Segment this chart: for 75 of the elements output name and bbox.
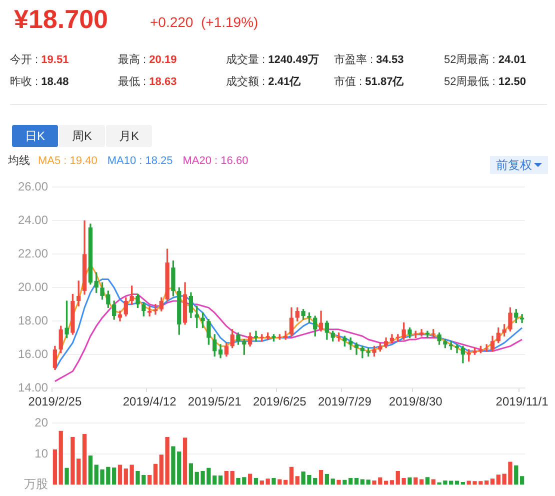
x-tick-label: 2019/4/12 (122, 394, 177, 409)
bar (147, 474, 152, 485)
bar (88, 456, 92, 485)
bar (289, 466, 294, 485)
x-tick-label: 2019/8/30 (388, 394, 443, 409)
text: 前复权 (490, 156, 548, 174)
y-axis-title: 万股 (24, 477, 48, 492)
x-tick-label: 2019/6/25 (252, 394, 307, 409)
x-tick-label: 2019/2/25 (28, 394, 82, 409)
bar (153, 464, 158, 485)
text: 成交量 : 1240.49万 (226, 52, 319, 67)
text: 昨收 : 18.48 (10, 75, 69, 89)
bar (182, 438, 188, 485)
bar (408, 477, 412, 485)
y-tick-label: 22.00 (18, 246, 48, 260)
y-tick-label: 26.00 (18, 180, 48, 194)
y-tick-label: 20 (34, 416, 48, 430)
bar (82, 434, 87, 485)
bar (118, 464, 122, 485)
candlestick (454, 344, 460, 354)
text: 月K (106, 125, 152, 147)
candlestick (283, 330, 288, 340)
text: MA20 : 16.60 (182, 155, 248, 167)
y-tick-label: 18.00 (18, 313, 48, 328)
bar (218, 476, 223, 485)
bar (295, 476, 300, 485)
text: 周K (59, 125, 105, 147)
text: 52周最低 : 12.50 (444, 75, 526, 89)
bar (230, 470, 234, 485)
candlestick (484, 344, 489, 352)
y-tick-label: 20.00 (18, 280, 48, 294)
bar (248, 474, 252, 485)
text: 今开 : 19.51 (10, 53, 69, 67)
x-tick-label: 2019/11/1 (496, 394, 549, 409)
bar (425, 477, 430, 485)
candlestick (254, 330, 258, 342)
candlestick (520, 314, 524, 324)
text: 日K (12, 125, 58, 147)
y-tick-label: 16.00 (18, 346, 48, 361)
bar (354, 478, 359, 485)
y-tick-label: 24.00 (18, 212, 48, 227)
text: 市盈率 : 34.53 (334, 52, 404, 67)
y-tick-label: 14.00 (18, 380, 48, 394)
bar (414, 477, 418, 485)
text: 最高 : 20.19 (118, 52, 177, 67)
text: 市值 : 51.87亿 (334, 74, 404, 89)
bar (64, 468, 69, 485)
bar (318, 470, 324, 485)
bar (484, 480, 489, 485)
text: ¥18.700 (14, 4, 108, 35)
bar (112, 468, 116, 485)
text: 52周最高 : 24.01 (444, 52, 526, 67)
bar (324, 474, 329, 485)
bar (514, 465, 518, 485)
text: 最低 : 18.63 (118, 75, 177, 89)
bar (188, 463, 194, 485)
bar (330, 478, 335, 485)
bar (348, 478, 353, 485)
bar (490, 478, 495, 485)
bar (336, 480, 341, 485)
legend-title: 均线 (8, 155, 30, 167)
text: 成交额 : 2.41亿 (226, 74, 301, 89)
x-tick-label: 2019/7/29 (318, 394, 372, 409)
text: +0.220 (+1.19%) (150, 14, 258, 30)
bar (254, 478, 258, 485)
bar (520, 476, 524, 485)
bar (272, 478, 276, 485)
bar (390, 480, 394, 485)
bar (224, 470, 228, 485)
y-tick-label: 10 (34, 446, 48, 460)
text: MA5 : 19.40 (38, 155, 98, 167)
text: MA10 : 18.25 (107, 155, 173, 167)
bar (58, 430, 63, 485)
x-tick-label: 2019/5/21 (188, 394, 242, 409)
bar (52, 449, 58, 485)
